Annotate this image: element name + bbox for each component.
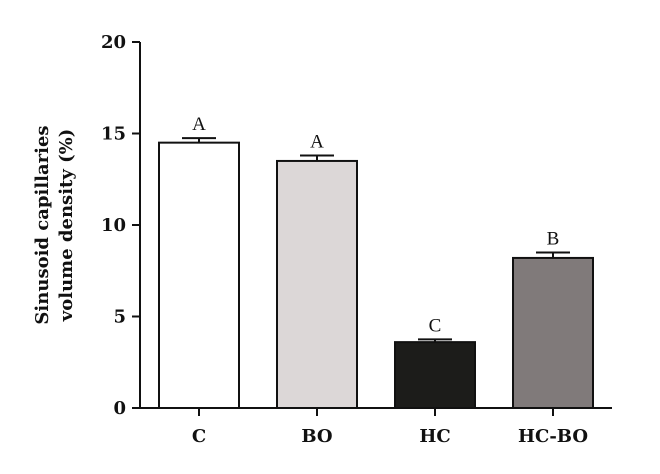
- y-tick-label: 15: [101, 124, 126, 145]
- x-tick-label-hc-bo: HC-BO: [518, 426, 588, 447]
- significance-letter-bo: A: [310, 131, 324, 152]
- bar-hc-bo: [512, 256, 594, 409]
- y-axis: 0 5 10 15 20: [101, 32, 141, 419]
- y-tick-label: 20: [101, 32, 126, 53]
- bar-bo: [276, 159, 358, 409]
- y-tick-label: 0: [113, 398, 126, 419]
- y-tick-label: 5: [113, 307, 126, 328]
- y-axis-label: Sinusoid capillaries volume density (%): [32, 125, 77, 324]
- bars: A A C B: [158, 114, 594, 409]
- y-axis-label-line-1: Sinusoid capillaries: [32, 125, 53, 324]
- significance-letter-hc-bo: B: [547, 228, 560, 249]
- significance-letter-c: A: [192, 114, 206, 135]
- x-tick-label-c: C: [192, 426, 206, 447]
- x-tick-label-hc: HC: [419, 426, 450, 447]
- bar-hc: [394, 341, 476, 409]
- y-tick-label: 10: [101, 215, 126, 236]
- y-axis-label-line-2: volume density (%): [56, 129, 77, 322]
- x-tick-label-bo: BO: [301, 426, 332, 447]
- significance-letter-hc: C: [429, 315, 442, 336]
- x-axis: C BO HC HC-BO: [140, 407, 612, 447]
- bar-c: [158, 141, 240, 409]
